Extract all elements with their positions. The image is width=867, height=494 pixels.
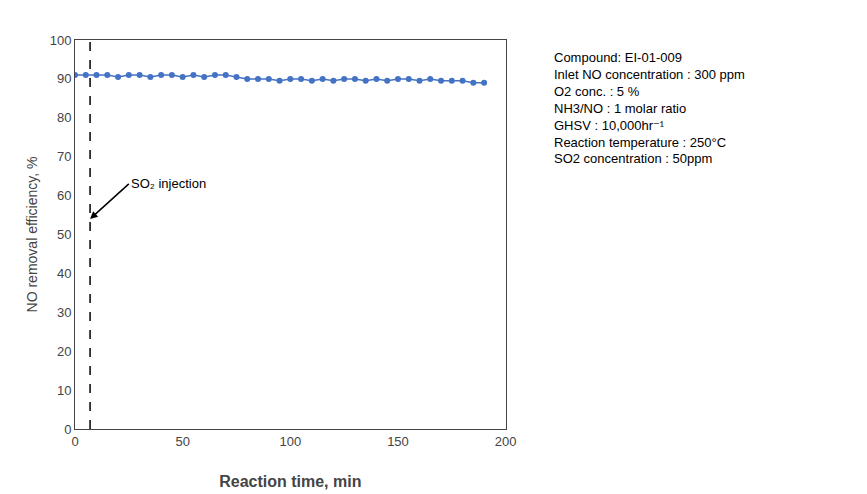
svg-text:SO₂ injection: SO₂ injection <box>131 176 206 191</box>
svg-text:20: 20 <box>57 344 71 359</box>
svg-text:40: 40 <box>57 266 71 281</box>
svg-text:0: 0 <box>64 422 71 437</box>
svg-text:60: 60 <box>57 188 71 203</box>
svg-text:Compound: EI-01-009Inlet NO co: Compound: EI-01-009Inlet NO concentratio… <box>554 50 745 166</box>
svg-text:100: 100 <box>279 434 301 449</box>
svg-text:NO removal efficiency, %: NO removal efficiency, % <box>24 157 40 313</box>
svg-text:90: 90 <box>57 71 71 86</box>
svg-text:100: 100 <box>50 33 72 48</box>
svg-text:50: 50 <box>175 434 189 449</box>
svg-text:80: 80 <box>57 110 71 125</box>
svg-text:70: 70 <box>57 149 71 164</box>
svg-text:0: 0 <box>71 434 78 449</box>
svg-text:Reaction time, min: Reaction time, min <box>219 473 361 490</box>
svg-text:30: 30 <box>57 305 71 320</box>
svg-text:50: 50 <box>57 227 71 242</box>
svg-text:200: 200 <box>495 434 517 449</box>
svg-text:150: 150 <box>387 434 409 449</box>
svg-text:10: 10 <box>57 383 71 398</box>
